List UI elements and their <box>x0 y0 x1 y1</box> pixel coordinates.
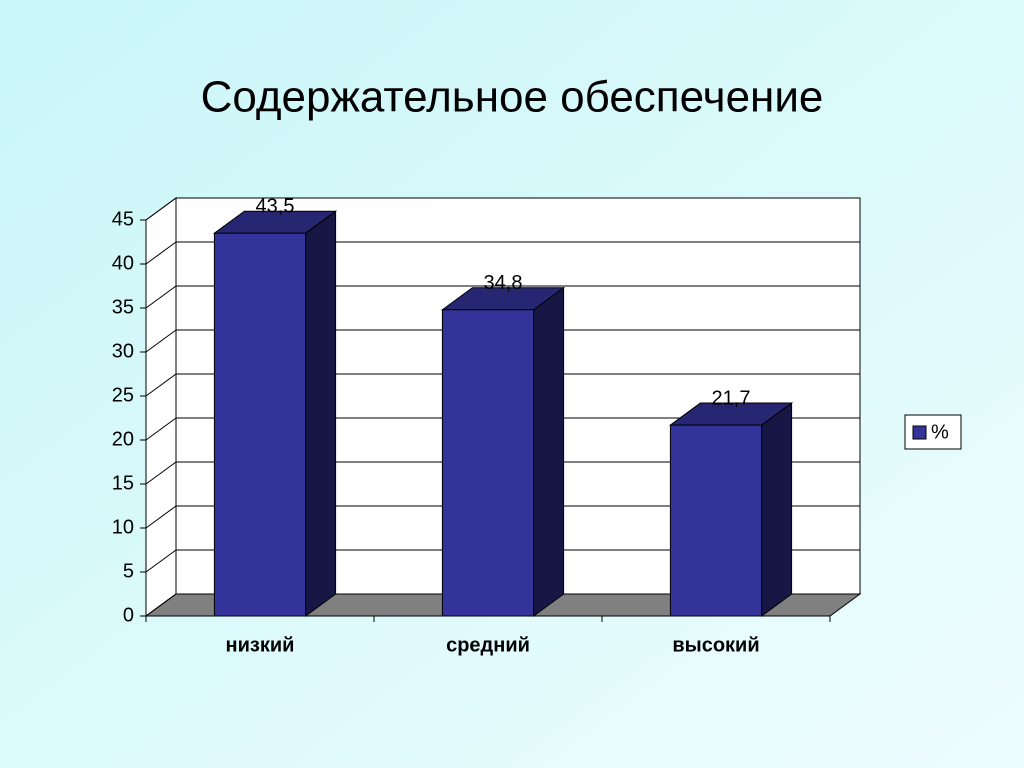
bar-side <box>761 402 793 617</box>
y-tick-label: 15 <box>112 472 134 494</box>
y-tick-label: 35 <box>112 296 134 318</box>
y-tick-label: 5 <box>123 560 134 582</box>
chart-title: Содержательное обеспечение <box>201 73 824 122</box>
grid-line-side <box>145 505 177 529</box>
x-tick-label: высокий <box>672 634 759 656</box>
y-tick-label: 25 <box>112 384 134 406</box>
grid-line-side <box>145 329 177 353</box>
grid-line-side <box>145 461 177 485</box>
y-tick-label: 30 <box>112 340 134 362</box>
plot: 0 5 10 15 20 25 30 35 40 45 низкий средний высокий 43… <box>112 195 962 656</box>
bar <box>669 424 763 617</box>
y-tick-label: 40 <box>112 252 134 274</box>
value-label: 34,8 <box>484 272 523 294</box>
grid-line-side <box>145 197 177 221</box>
bar <box>441 309 535 617</box>
y-tick-label: 20 <box>112 428 134 450</box>
y-tick-label: 10 <box>112 516 134 538</box>
value-label: 21,7 <box>712 387 751 409</box>
y-tick-label: 45 <box>112 208 134 230</box>
x-tick-label: низкий <box>226 634 295 656</box>
x-tick-label: средний <box>446 634 530 656</box>
y-tick-label: 0 <box>123 604 134 626</box>
value-label: 43,5 <box>256 195 295 217</box>
legend-label: % <box>931 421 949 443</box>
grid-line-side <box>145 373 177 397</box>
grid-line-side <box>145 417 177 441</box>
grid-line-side <box>145 593 177 617</box>
grid-line-side <box>145 241 177 265</box>
legend-swatch <box>912 425 927 440</box>
grid-line-side <box>145 549 177 573</box>
bar-side <box>305 210 337 617</box>
bar <box>213 232 307 617</box>
bar-side <box>533 286 565 617</box>
grid-line-side <box>145 285 177 309</box>
